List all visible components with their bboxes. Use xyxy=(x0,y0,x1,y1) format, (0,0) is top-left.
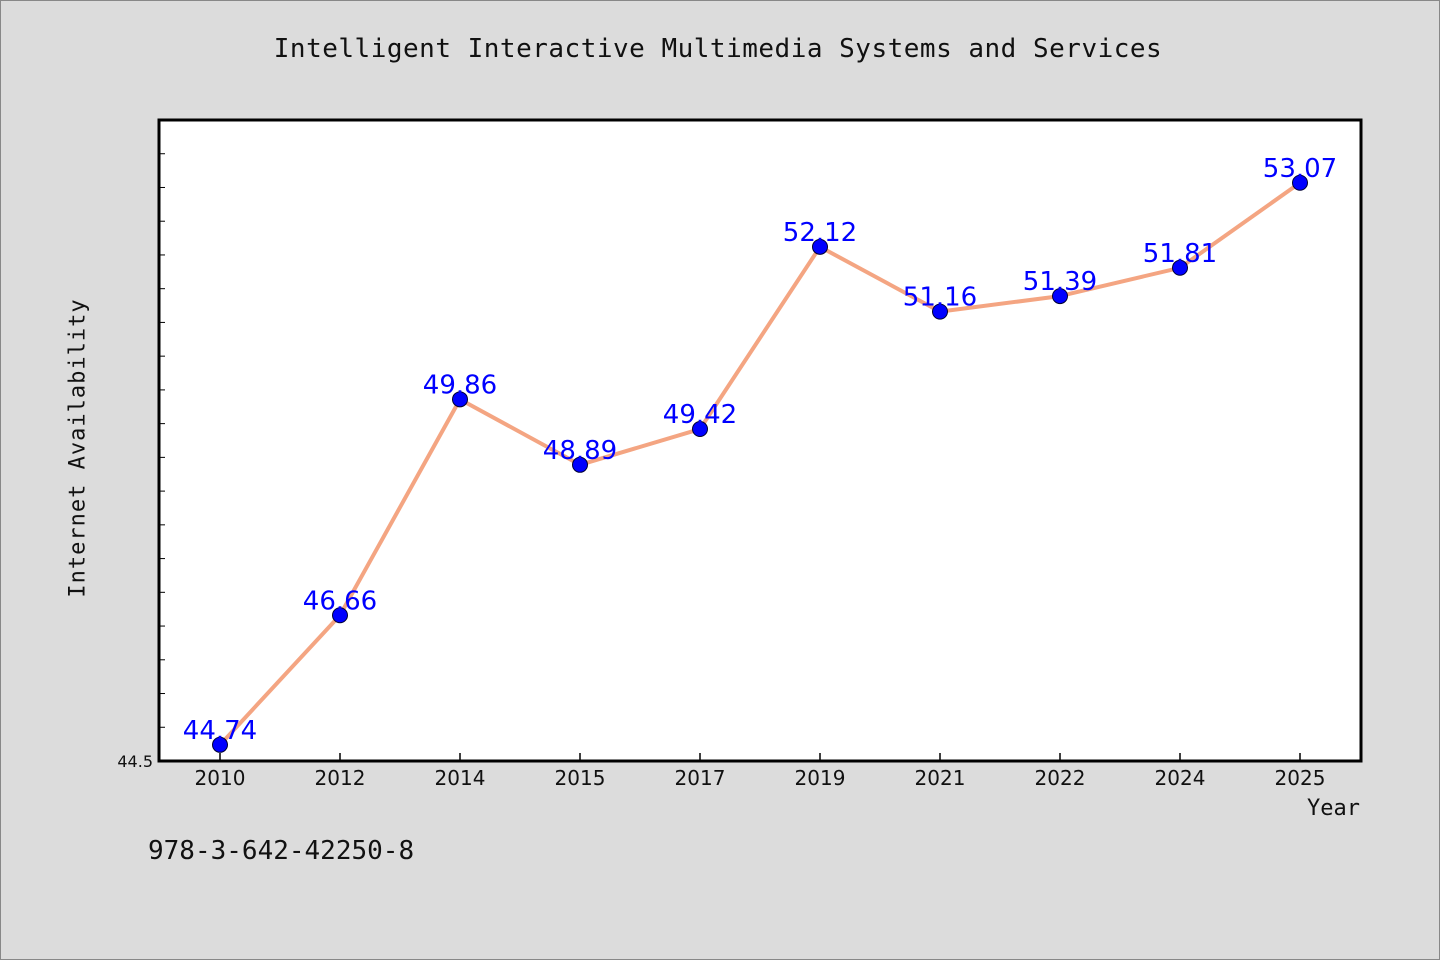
x-tick-label: 2024 xyxy=(1155,766,1206,790)
y-tick-label: 44.5 xyxy=(117,752,153,771)
isbn-annotation: 978-3-642-42250-8 xyxy=(148,836,415,866)
data-label: 46.66 xyxy=(303,586,377,616)
x-tick-label: 2019 xyxy=(795,766,846,790)
data-label: 52.12 xyxy=(783,218,857,248)
x-tick-label: 2017 xyxy=(675,766,726,790)
data-point xyxy=(932,303,948,320)
data-point xyxy=(332,607,348,624)
data-label: 53.07 xyxy=(1263,154,1337,184)
plot-area xyxy=(157,118,1363,763)
x-axis-label: Year xyxy=(1307,796,1360,821)
data-labels: 44.74 46.66 49.86 48.89 49.42 52.12 51.16 51.39… xyxy=(183,154,1337,746)
x-tick-label: 2015 xyxy=(555,766,606,790)
data-label: 48.89 xyxy=(543,436,617,466)
x-tick-label: 2025 xyxy=(1275,766,1326,790)
data-label: 44.74 xyxy=(183,716,257,746)
data-point xyxy=(812,238,828,255)
y-axis-ticks: 44.5 xyxy=(117,153,165,771)
data-label: 49.86 xyxy=(423,370,497,400)
data-point xyxy=(692,421,708,438)
data-point xyxy=(572,456,588,473)
data-markers xyxy=(212,174,1308,753)
data-label: 51.39 xyxy=(1023,267,1097,297)
series-line xyxy=(218,181,1302,747)
data-point xyxy=(212,736,228,753)
data-label: 49.42 xyxy=(663,400,737,430)
data-point xyxy=(1172,259,1188,276)
data-point xyxy=(1052,288,1068,305)
data-label: 51.16 xyxy=(903,283,977,313)
chart-title: Intelligent Interactive Multimedia Syste… xyxy=(273,34,1163,64)
x-tick-label: 2014 xyxy=(435,766,486,790)
x-tick-label: 2022 xyxy=(1035,766,1086,790)
x-tick-label: 2010 xyxy=(195,766,246,790)
x-tick-label: 2021 xyxy=(915,766,966,790)
data-point xyxy=(1292,174,1308,191)
data-point xyxy=(452,391,468,408)
x-tick-label: 2012 xyxy=(315,766,366,790)
x-axis-ticks: 2010 2012 2014 2015 2017 2019 2021 2022 2024 2025 xyxy=(195,753,1326,790)
data-label: 51.81 xyxy=(1143,239,1217,269)
